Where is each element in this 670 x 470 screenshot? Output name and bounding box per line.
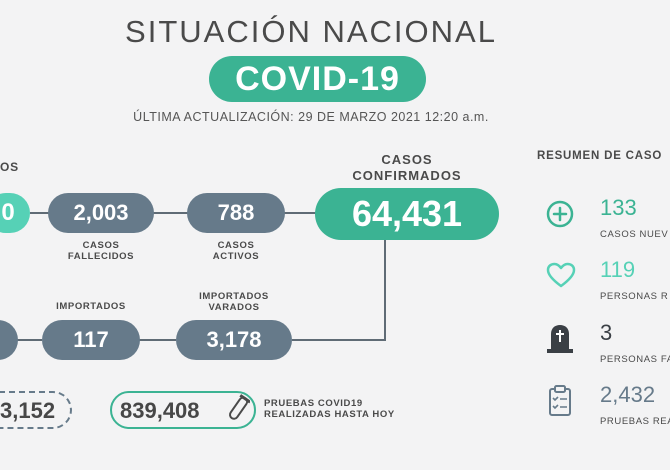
connector-line [30, 212, 50, 214]
clipboard-icon [549, 385, 571, 416]
tests-value: 839,408 [120, 398, 200, 423]
summary-new-cases-label: CASOS NUEV [600, 229, 669, 240]
partial-row2-pill [0, 320, 18, 360]
test-tube-icon [228, 394, 250, 420]
tests-box [110, 391, 256, 429]
summary-recovered-value: 119 [600, 257, 636, 282]
connector-line [284, 212, 316, 214]
confirmed-caption: CASOS CONFIRMADOS [352, 152, 462, 183]
summary-tests-value: 2,432 [600, 382, 656, 407]
last-updated: ÚLTIMA ACTUALIZACIÓN: 29 DE MARZO 2021 1… [133, 110, 489, 124]
imported-caption: IMPORTADOS [56, 301, 126, 312]
summary-deaths-value: 3 [600, 320, 613, 345]
partial-category-label: OS [0, 160, 19, 174]
confirmed-pill: 64,431 [315, 188, 499, 240]
deaths-pill: 2,003 [48, 193, 154, 233]
stranded-pill: 3,178 [176, 320, 292, 360]
connector-line [16, 339, 42, 341]
summary-recovered-label: PERSONAS R [600, 291, 669, 302]
active-pill: 788 [187, 193, 285, 233]
covid-badge: COVID-19 [209, 56, 426, 102]
partial-value-pill: 0 [0, 193, 30, 233]
tests-caption: PRUEBAS COVID19 REALIZADAS HASTA HOY [264, 398, 395, 420]
connector-line [384, 240, 386, 340]
tombstone-icon [547, 325, 573, 353]
summary-deaths-label: PERSONAS FA [600, 354, 670, 365]
page-title: SITUACIÓN NACIONAL [125, 14, 497, 49]
stranded-caption: IMPORTADOS VARADOS [199, 291, 269, 313]
partial-dashed-box [0, 391, 72, 429]
connector-line [153, 212, 188, 214]
summary-new-cases-value: 133 [600, 195, 637, 220]
connector-line [138, 339, 176, 341]
deaths-caption: CASOS FALLECIDOS [67, 240, 135, 262]
active-caption: CASOS ACTIVOS [212, 240, 260, 262]
summary-title: RESUMEN DE CASO [537, 150, 663, 162]
connector-line [292, 339, 386, 341]
plus-circle-icon [546, 200, 574, 228]
heart-icon [546, 262, 576, 288]
imported-pill: 117 [42, 320, 140, 360]
partial-dashed-value: 3,152 [0, 398, 56, 423]
summary-tests-label: PRUEBAS REA [600, 416, 670, 427]
